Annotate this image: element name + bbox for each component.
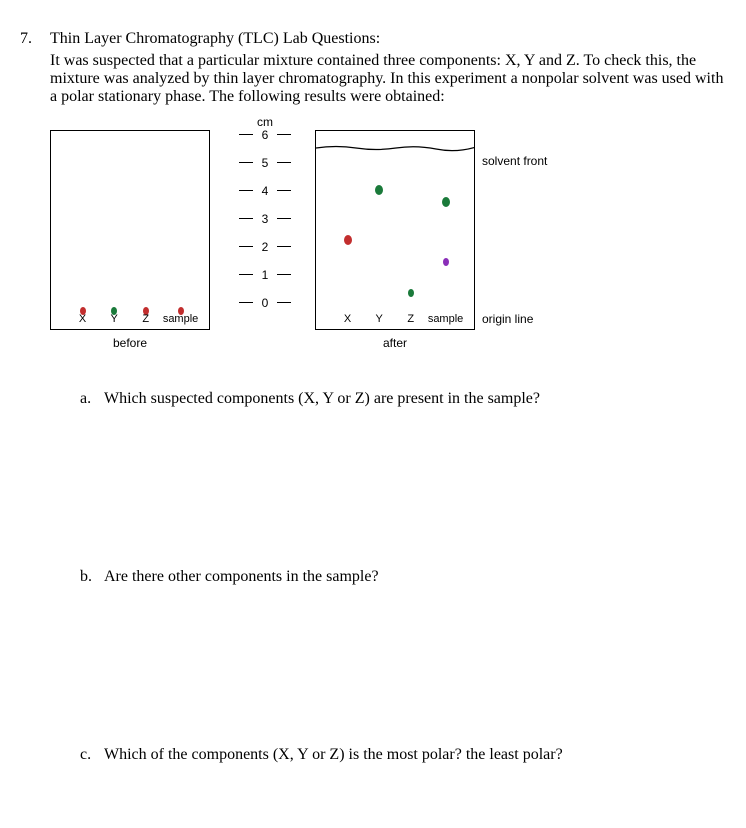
ruler-tick: 3 bbox=[235, 218, 295, 219]
lane-label: Y bbox=[376, 313, 383, 325]
after-plate: X Y Zsample bbox=[315, 130, 475, 330]
question-header: 7. Thin Layer Chromatography (TLC) Lab Q… bbox=[20, 30, 726, 48]
question-title: Thin Layer Chromatography (TLC) Lab Ques… bbox=[50, 30, 726, 48]
answer-space-b bbox=[20, 586, 726, 736]
subq-b-letter: b. bbox=[80, 568, 104, 586]
subquestion-a: a. Which suspected components (X, Y or Z… bbox=[80, 390, 726, 408]
lane-label: X bbox=[344, 313, 351, 325]
lane-label: X bbox=[79, 313, 86, 325]
subq-a-text: Which suspected components (X, Y or Z) a… bbox=[104, 390, 726, 408]
ruler-tick-label: 0 bbox=[262, 296, 269, 310]
before-plate: X Y Zsample bbox=[50, 130, 210, 330]
subquestion-b: b. Are there other components in the sam… bbox=[80, 568, 726, 586]
ruler-tick: 1 bbox=[235, 274, 295, 275]
lane-label: Z bbox=[142, 313, 149, 325]
tlc-spot bbox=[443, 258, 449, 266]
after-caption: after bbox=[383, 336, 407, 350]
ruler-tick-label: 4 bbox=[262, 184, 269, 198]
ruler-tick: 0 bbox=[235, 302, 295, 303]
solvent-front-label: solvent front bbox=[482, 154, 547, 168]
tlc-spot bbox=[408, 289, 414, 297]
question-intro: It was suspected that a particular mixtu… bbox=[50, 52, 726, 106]
tlc-spot bbox=[442, 197, 450, 207]
before-caption: before bbox=[113, 336, 147, 350]
solvent-front-line bbox=[316, 143, 474, 155]
ruler-tick-label: 1 bbox=[262, 268, 269, 282]
ruler-tick-label: 6 bbox=[262, 128, 269, 142]
ruler-tick: 2 bbox=[235, 246, 295, 247]
ruler-tick: 5 bbox=[235, 162, 295, 163]
ruler-tick: 4 bbox=[235, 190, 295, 191]
ruler: cm 6543210 bbox=[235, 120, 295, 350]
subq-c-letter: c. bbox=[80, 746, 104, 764]
tlc-diagram: XYZsample before cm 6543210 XYZsample af… bbox=[50, 120, 726, 380]
subq-c-text: Which of the components (X, Y or Z) is t… bbox=[104, 746, 726, 764]
origin-line-label: origin line bbox=[482, 312, 533, 326]
lane-label: sample bbox=[428, 313, 463, 325]
lane-label: sample bbox=[163, 313, 198, 325]
tlc-spot bbox=[344, 235, 352, 245]
subq-b-text: Are there other components in the sample… bbox=[104, 568, 726, 586]
tlc-spot bbox=[375, 185, 383, 195]
lane-label: Z bbox=[407, 313, 414, 325]
subq-a-letter: a. bbox=[80, 390, 104, 408]
ruler-tick-label: 3 bbox=[262, 212, 269, 226]
ruler-tick-label: 2 bbox=[262, 240, 269, 254]
ruler-tick-label: 5 bbox=[262, 156, 269, 170]
ruler-tick: 6 bbox=[235, 134, 295, 135]
lane-label: Y bbox=[111, 313, 118, 325]
subquestion-c: c. Which of the components (X, Y or Z) i… bbox=[80, 746, 726, 764]
answer-space-a bbox=[20, 408, 726, 558]
question-number: 7. bbox=[20, 30, 50, 48]
